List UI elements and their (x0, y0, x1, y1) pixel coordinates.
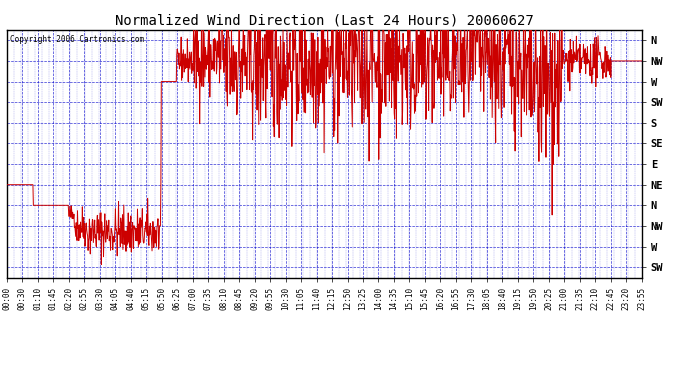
Text: Copyright 2006 Cartronics.com: Copyright 2006 Cartronics.com (10, 35, 144, 44)
Title: Normalized Wind Direction (Last 24 Hours) 20060627: Normalized Wind Direction (Last 24 Hours… (115, 13, 533, 27)
